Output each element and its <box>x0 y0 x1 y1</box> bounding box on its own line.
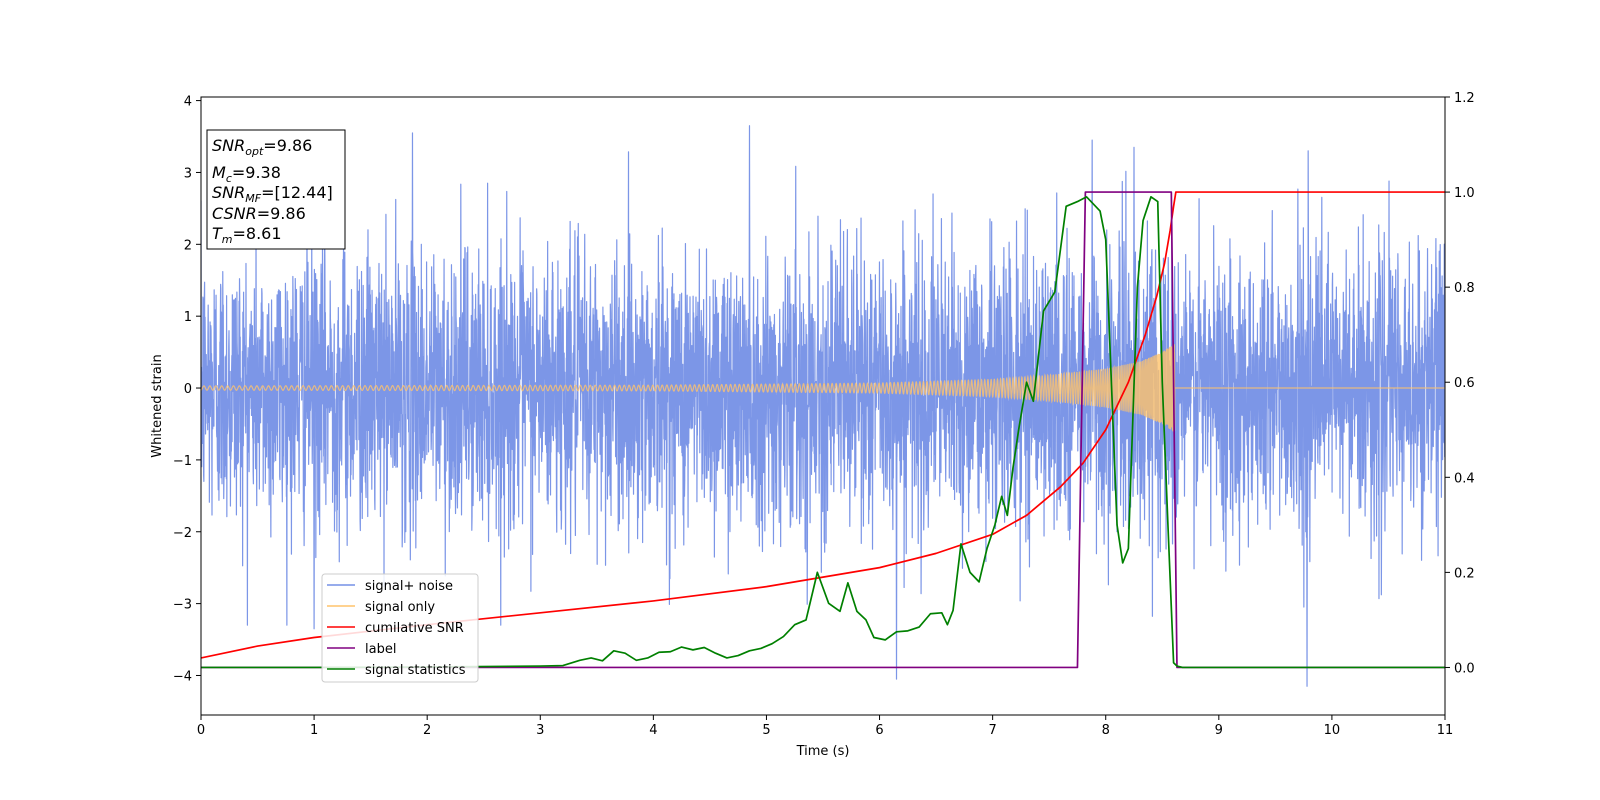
info-snr-mf-name: SNR <box>212 183 245 202</box>
legend-item-signal-statistics: signal statistics <box>327 663 466 678</box>
info-csnr-value: =9.86 <box>257 204 306 223</box>
y-left-tick-label: −3 <box>173 598 192 613</box>
info-snr-mf-value: =[12.44] <box>261 183 333 202</box>
info-snr-opt: SNRopt=9.86 <box>212 136 312 158</box>
info-mc-sub: c <box>226 172 232 185</box>
legend-item-signal-noise: signal+ noise <box>327 579 453 594</box>
y-right-tick-label: 0.8 <box>1454 281 1475 296</box>
info-mc-name: M <box>212 163 226 182</box>
x-tick-label: 11 <box>1437 723 1454 738</box>
info-csnr-name: CSNR <box>212 204 257 223</box>
info-box: SNRopt=9.86 Mc=9.38 SNRMF=[12.44] CSNR=9… <box>206 129 346 250</box>
y-left-tick-label: −4 <box>173 669 192 684</box>
plot-frame <box>200 96 1446 716</box>
legend-label-cumulative-snr: cumilative SNR <box>365 621 464 636</box>
series-layer <box>201 125 1445 687</box>
legend: signal+ noise signal only cumilative SNR… <box>321 573 479 683</box>
info-snr-mf: SNRMF=[12.44] <box>212 183 333 205</box>
y-right-tick-label: 0.0 <box>1454 661 1475 676</box>
y-right-tick-label: 0.4 <box>1454 471 1475 486</box>
legend-label-signal-noise: signal+ noise <box>365 579 453 594</box>
legend-label-signal-statistics: signal statistics <box>365 663 466 678</box>
info-tm-value: =8.61 <box>233 224 282 243</box>
x-tick-label: 6 <box>875 723 883 738</box>
y-left-tick-label: 2 <box>184 238 192 253</box>
x-tick-label: 0 <box>197 723 205 738</box>
y-left-tick-label: −1 <box>173 454 192 469</box>
x-tick-label: 3 <box>536 723 544 738</box>
x-tick-label: 10 <box>1324 723 1341 738</box>
x-tick-label: 8 <box>1102 723 1110 738</box>
legend-label-signal-only: signal only <box>365 600 435 615</box>
y-right-tick-label: 0.2 <box>1454 566 1475 581</box>
info-snr-opt-value: =9.86 <box>263 136 312 155</box>
info-tm-name: T <box>212 224 223 243</box>
info-mc-value: =9.38 <box>232 163 281 182</box>
x-axis-label: Time (s) <box>796 744 850 759</box>
info-box-frame <box>206 129 346 250</box>
info-mc: Mc=9.38 <box>212 163 281 185</box>
y-left-tick-label: 3 <box>184 166 192 181</box>
legend-item-signal-only: signal only <box>327 600 435 615</box>
y-left-tick-label: 4 <box>184 95 192 110</box>
series-signal-statistics <box>201 195 1445 669</box>
x-tick-label: 9 <box>1215 723 1223 738</box>
series-signal-noise <box>201 125 1445 687</box>
x-tick-label: 5 <box>762 723 770 738</box>
series-signal-only <box>201 344 1445 432</box>
y-right-tick-label: 1.0 <box>1454 186 1475 201</box>
legend-item-label: label <box>327 642 396 657</box>
legend-item-cumulative-snr: cumilative SNR <box>327 621 464 636</box>
series-cumulative-snr <box>201 191 1445 659</box>
legend-frame <box>321 573 479 683</box>
ticks-layer: 0 1 2 3 4 5 6 7 8 9 10 1143210−1−2−3−41.21.00.80.60… <box>173 91 1475 738</box>
y-right-tick-label: 0.6 <box>1454 376 1475 391</box>
y-right-tick-label: 1.2 <box>1454 91 1475 106</box>
y-axis-label: Whitened strain <box>150 354 165 457</box>
x-tick-label: 1 <box>310 723 318 738</box>
info-snr-opt-name: SNR <box>212 136 245 155</box>
info-tm-sub: m <box>222 233 233 246</box>
info-snr-mf-sub: MF <box>245 192 261 205</box>
x-tick-label: 4 <box>649 723 657 738</box>
x-tick-label: 7 <box>988 723 996 738</box>
x-tick-label: 2 <box>423 723 431 738</box>
info-snr-opt-sub: opt <box>245 145 264 158</box>
y-left-tick-label: 0 <box>184 382 192 397</box>
info-tm: Tm=8.61 <box>212 224 282 246</box>
legend-label-label: label <box>365 642 396 657</box>
y-left-tick-label: 1 <box>184 310 192 325</box>
y-left-tick-label: −2 <box>173 526 192 541</box>
info-csnr: CSNR=9.86 <box>212 204 306 223</box>
